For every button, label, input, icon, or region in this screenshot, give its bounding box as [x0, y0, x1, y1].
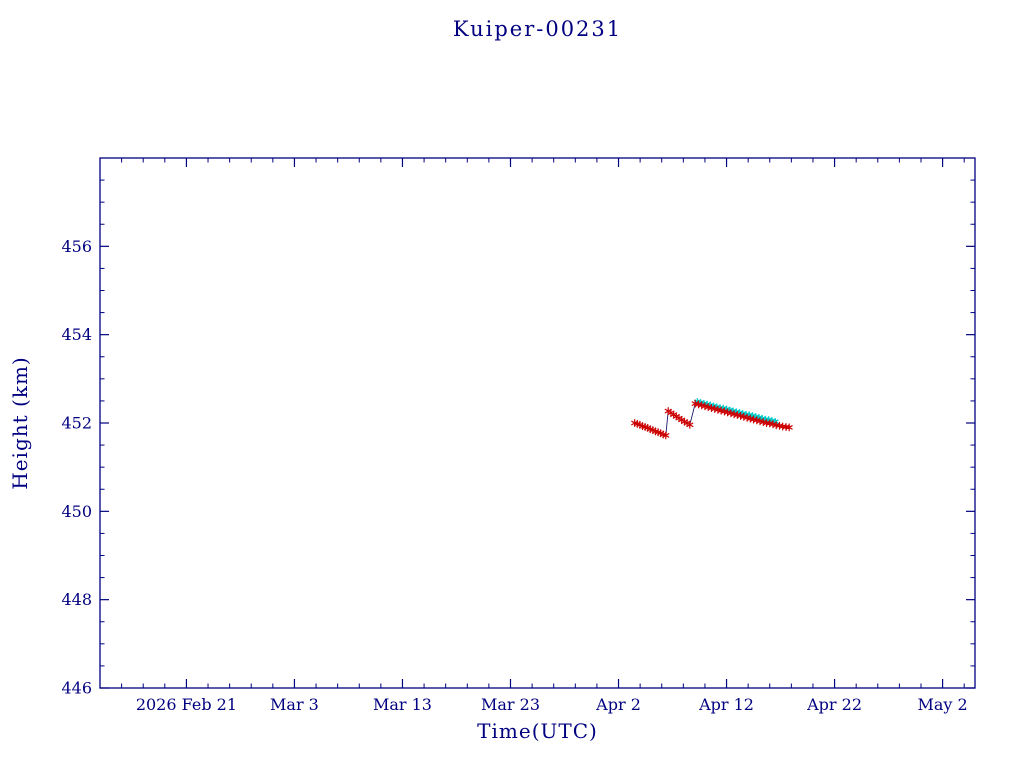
x-tick-label: Apr 12 — [698, 695, 754, 714]
x-tick-label: Mar 23 — [481, 695, 540, 714]
y-tick-label: 446 — [61, 679, 92, 698]
x-tick-label: Mar 3 — [270, 695, 319, 714]
x-tick-label: 2026 Feb 21 — [136, 695, 237, 714]
x-tick-label: Mar 13 — [373, 695, 432, 714]
x-tick-label: Apr 22 — [806, 695, 862, 714]
y-tick-label: 456 — [61, 237, 92, 256]
measured-height-markers — [631, 399, 793, 440]
x-tick-label: May 2 — [917, 695, 967, 714]
y-tick-label: 452 — [61, 414, 92, 433]
y-tick-label: 454 — [61, 325, 92, 344]
x-axis-label: Time(UTC) — [477, 719, 598, 743]
plot-border — [99, 157, 976, 689]
y-tick-label: 448 — [61, 590, 92, 609]
chart-title: Kuiper-00231 — [452, 17, 623, 41]
y-tick-label: 450 — [61, 502, 92, 521]
x-tick-label: Apr 2 — [595, 695, 641, 714]
